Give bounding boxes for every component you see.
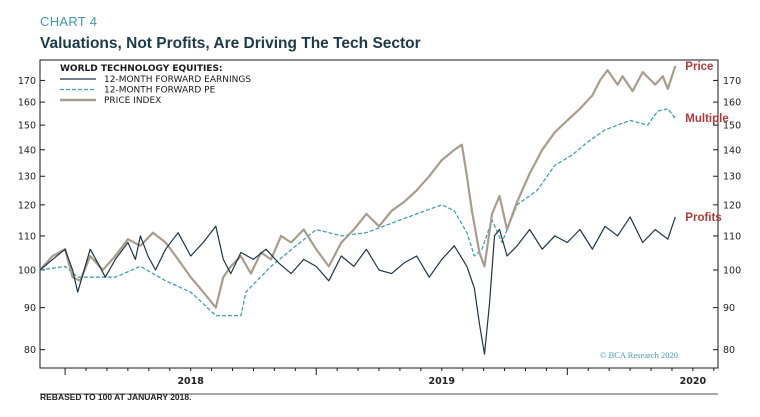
series-line-price: [39, 65, 677, 309]
y-tick-label-right: 150: [723, 121, 741, 132]
y-tick-label-left: 110: [18, 231, 36, 242]
annotation-earnings: Profits: [685, 212, 721, 224]
y-tick-label-left: 160: [18, 98, 36, 109]
y-tick-label-left: 90: [24, 303, 36, 314]
source-credit: © BCA Research 2020: [600, 350, 678, 360]
x-tick-label: 2019: [429, 376, 455, 387]
y-tick-label-right: 160: [723, 98, 741, 109]
annotation-price: Price: [685, 61, 713, 73]
x-tick-label: 2018: [177, 376, 204, 387]
y-tick-label-right: 100: [723, 265, 741, 276]
y-tick-label-right: 90: [723, 303, 735, 314]
y-tick-label-left: 120: [18, 200, 36, 211]
y-tick-label-left: 130: [18, 172, 36, 183]
series-line-earnings: [39, 216, 676, 355]
y-tick-label-right: 80: [723, 345, 735, 356]
legend-label-price: PRICE INDEX: [104, 96, 161, 106]
y-tick-label-right: 120: [723, 200, 741, 211]
y-tick-label-right: 170: [723, 76, 741, 87]
y-tick-label-left: 170: [18, 76, 36, 87]
y-tick-label-left: 140: [18, 145, 36, 156]
y-tick-label-left: 100: [18, 265, 36, 276]
footnote: REBASED TO 100 AT JANUARY 2018.: [40, 392, 192, 402]
plot-frame: [39, 59, 719, 369]
chart-title: Valuations, Not Profits, Are Driving The…: [40, 35, 421, 52]
y-tick-label-right: 110: [723, 231, 741, 242]
legend-title: WORLD TECHNOLOGY EQUITIES:: [60, 64, 223, 74]
y-tick-label-left: 80: [24, 345, 36, 356]
x-tick-label: 2020: [680, 376, 707, 387]
chart-number-label: CHART 4: [40, 14, 98, 29]
legend-label-earnings: 12-MONTH FORWARD EARNINGS: [104, 75, 251, 85]
y-tick-label-right: 140: [723, 145, 741, 156]
y-tick-label-left: 150: [18, 121, 36, 132]
series-line-pe: [39, 108, 676, 317]
legend-label-pe: 12-MONTH FORWARD PE: [104, 86, 216, 96]
y-tick-label-right: 130: [723, 172, 741, 183]
annotation-pe: Multiple: [685, 113, 728, 125]
